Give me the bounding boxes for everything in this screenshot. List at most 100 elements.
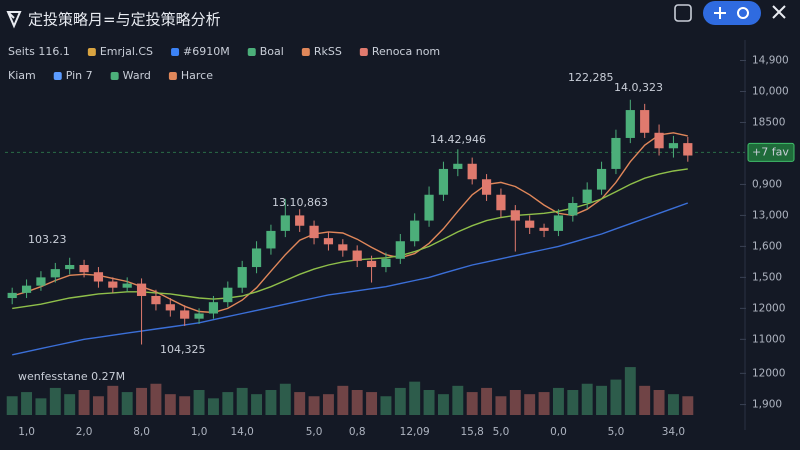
candle-body	[352, 250, 362, 261]
volume-bar	[49, 387, 61, 415]
volume-bar	[639, 385, 651, 415]
x-tick-label: 5,0	[306, 426, 323, 438]
candle-body	[553, 215, 564, 231]
volume-bar	[667, 394, 679, 415]
y-tick-label: 18500	[752, 116, 785, 128]
volume-bar	[6, 396, 18, 415]
annotation: 13.10,863	[272, 196, 328, 209]
candle-body	[510, 210, 520, 221]
legend-swatch	[87, 48, 96, 56]
candle-body	[453, 163, 463, 169]
legend-label: Renoca nom	[372, 45, 440, 58]
y-tick-label: 13,000	[752, 209, 789, 221]
volume-bar	[538, 392, 550, 415]
annotation: 14.0,323	[614, 81, 663, 94]
volume-bar	[322, 394, 334, 415]
candle-body	[93, 272, 104, 282]
gear-icon[interactable]	[737, 7, 749, 19]
candle-body	[611, 137, 621, 169]
legend-label: Boal	[260, 45, 284, 58]
x-tick-label: 2,0	[76, 426, 93, 438]
candle-body	[438, 168, 449, 195]
legend-label: #6910M	[183, 45, 230, 58]
y-tick-label: 1,500	[752, 271, 782, 283]
volume-bar	[366, 392, 378, 415]
candle-body	[237, 267, 247, 288]
close-button[interactable]	[772, 5, 786, 19]
volume-bar	[294, 392, 306, 415]
volume-bar	[495, 396, 507, 415]
volume-bar	[552, 387, 564, 415]
candle-body	[194, 313, 204, 319]
x-tick-label: 1,0	[191, 426, 208, 438]
volume-bar	[150, 383, 162, 415]
legend-swatch	[171, 48, 180, 56]
candle-body	[323, 238, 334, 245]
candle-body	[539, 227, 549, 231]
volume-bar	[308, 396, 320, 415]
candle-body	[467, 163, 477, 180]
y-tick-label: 12000	[752, 302, 785, 314]
legend-swatch	[168, 72, 177, 80]
volume-label: wenfesstane 0.27M	[18, 370, 125, 383]
candle-body	[21, 285, 32, 293]
add-icon[interactable]	[714, 7, 726, 19]
annotation: 122,285	[568, 71, 614, 84]
candle-body	[251, 248, 262, 268]
candle-body	[395, 241, 405, 259]
volume-bar	[452, 385, 464, 415]
candle-body	[568, 203, 578, 216]
volume-bar	[653, 390, 665, 415]
candle-body	[151, 295, 161, 305]
x-tick-label: 0,8	[349, 426, 366, 438]
volume-bar	[92, 396, 104, 415]
legend-label: Seits 116.1	[8, 45, 70, 58]
volume-bar	[107, 385, 119, 415]
candle-body	[496, 194, 506, 211]
volume-bar	[251, 394, 263, 415]
legend-swatch	[359, 48, 368, 56]
volume-bar	[380, 396, 392, 415]
candle-body	[410, 220, 420, 242]
candle-body	[295, 215, 305, 226]
y-tick-label: 1,600	[752, 240, 782, 252]
candle-body	[309, 225, 319, 239]
candle-body	[36, 277, 46, 286]
legend-swatch	[301, 48, 310, 56]
annotation: 14.42,946	[430, 133, 486, 146]
legend-swatch	[247, 48, 256, 56]
candle-body	[424, 194, 434, 221]
candle-body	[582, 189, 592, 204]
legend-label: RkSS	[314, 45, 342, 58]
candle-body	[366, 260, 377, 268]
legend-swatch	[53, 72, 62, 80]
x-tick-label: 12,09	[400, 426, 430, 438]
y-tick-label: 11000	[752, 333, 785, 345]
y2-tick-label: 1,900	[752, 399, 782, 411]
candle-body	[65, 264, 75, 270]
x-tick-label: 5,0	[608, 426, 625, 438]
candle-body	[481, 179, 492, 195]
settings-pill[interactable]	[703, 1, 761, 25]
x-tick-label: 0,0	[550, 426, 567, 438]
legend-label: Ward	[123, 69, 151, 82]
x-tick-label: 1,0	[18, 426, 35, 438]
legend-label: Kiam	[8, 69, 36, 82]
candle-body	[208, 302, 219, 314]
candle-body	[50, 269, 60, 278]
volume-bar	[624, 367, 636, 415]
edit-button[interactable]	[674, 4, 692, 22]
volume-bar	[524, 394, 536, 415]
candle-body	[108, 281, 118, 288]
candle-body	[79, 264, 89, 273]
x-tick-label: 15,8	[460, 426, 483, 438]
annotation: 103.23	[28, 233, 67, 246]
y-tick-label: 10,000	[752, 85, 789, 97]
volume-bar	[136, 387, 148, 415]
y2-tick-label: 12000	[752, 367, 785, 379]
logo	[6, 11, 22, 29]
legend-label: Pin 7	[66, 69, 93, 82]
candle-body	[280, 215, 290, 231]
volume-bar	[682, 396, 694, 415]
